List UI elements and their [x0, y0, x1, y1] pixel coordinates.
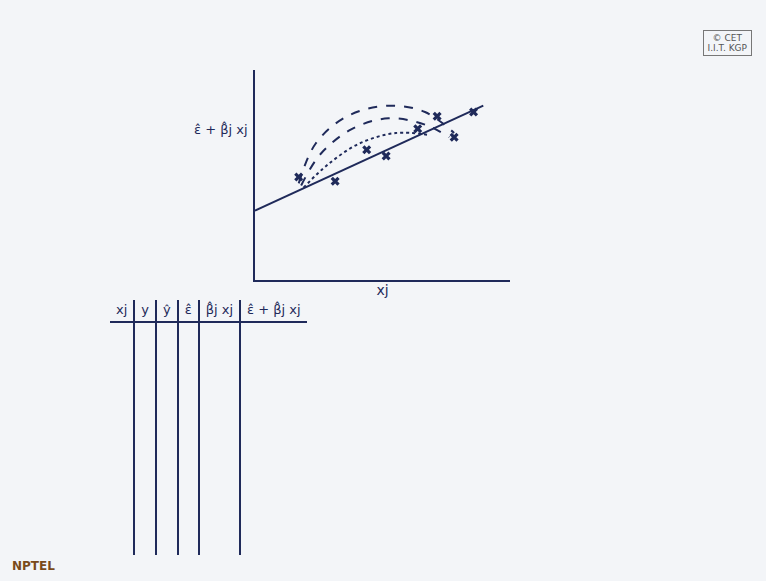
html-text:NPTEL: NPTEL — [12, 559, 55, 573]
svg-text:ε̂ + β̂j xj: ε̂ + β̂j xj — [194, 121, 248, 137]
html-text:© CET I.I.T. KGP: © CET I.I.T. KGP — [707, 33, 747, 53]
html-text:ε̂ + β̂j xj: ε̂ + β̂j xj — [247, 302, 301, 317]
svg-text:xj: xj — [376, 282, 388, 298]
html-text:ε̂: ε̂ — [184, 302, 192, 317]
html-text:ŷ: ŷ — [163, 302, 171, 317]
html-text:xj: xj — [116, 302, 128, 317]
html-text:β̂j xj: β̂j xj — [205, 302, 234, 317]
html-text:y: y — [141, 302, 149, 317]
